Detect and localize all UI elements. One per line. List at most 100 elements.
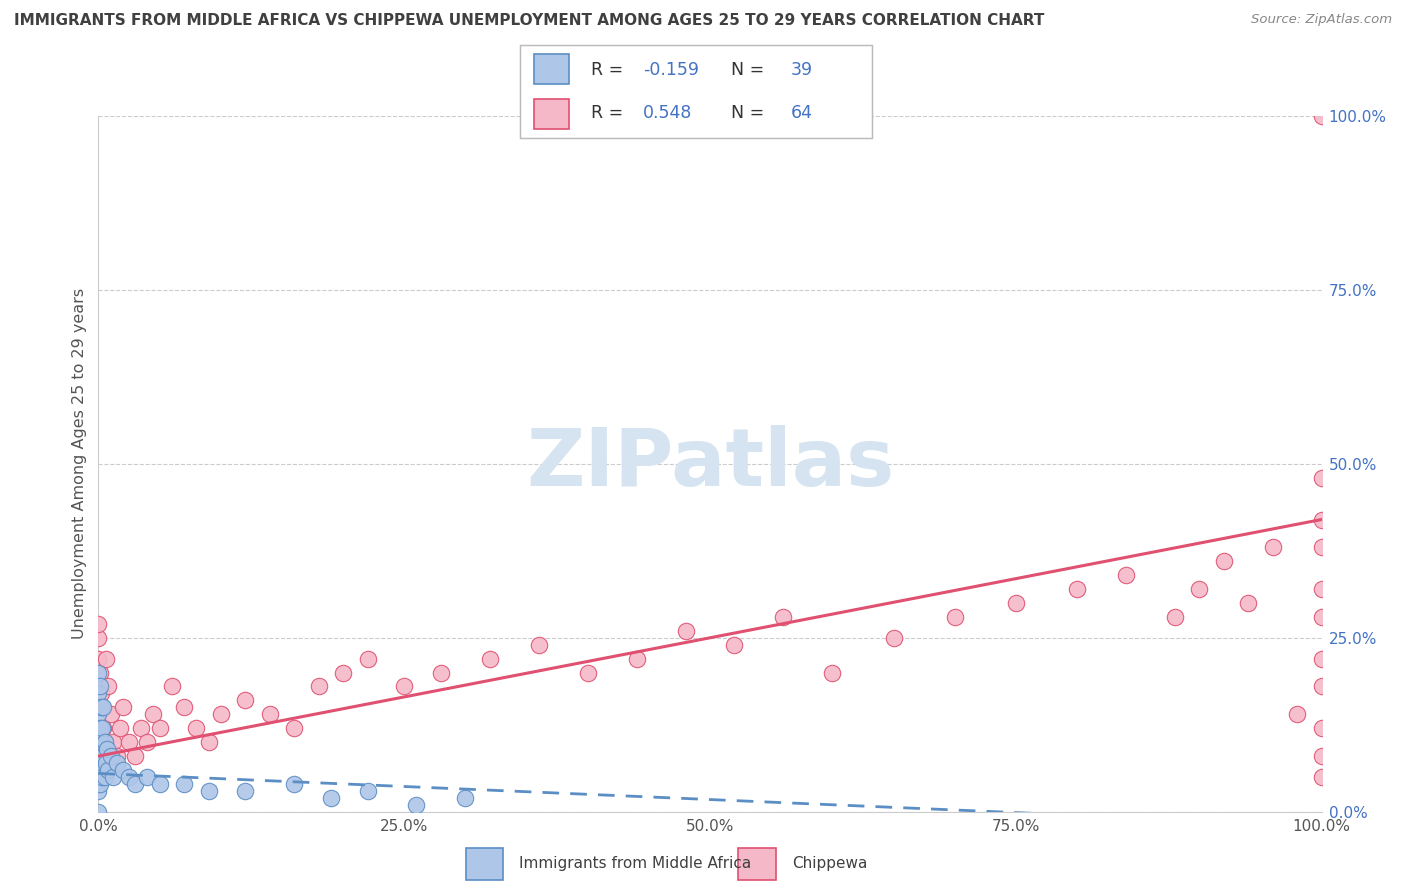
Point (1310, 471, 1333, 485)
Point (149, 721, 172, 735)
Point (111, 700, 134, 714)
Point (111, 763, 134, 777)
Point (87, 805, 110, 819)
Point (943, 610, 966, 624)
Point (87, 763, 110, 777)
Point (105, 749, 128, 764)
Point (209, 707, 232, 722)
Point (1188, 582, 1211, 596)
Point (93, 735, 115, 749)
Point (89, 680, 111, 694)
Point (1310, 651, 1333, 665)
Point (308, 680, 330, 694)
Point (124, 777, 146, 791)
Text: -0.159: -0.159 (644, 61, 699, 78)
Point (883, 631, 905, 645)
Point (136, 770, 159, 784)
Point (1310, 582, 1333, 596)
Text: Immigrants from Middle Africa: Immigrants from Middle Africa (519, 855, 752, 871)
Text: 0.548: 0.548 (644, 104, 693, 122)
Point (87, 707, 110, 722)
Point (197, 784, 219, 798)
Text: Chippewa: Chippewa (792, 855, 868, 871)
Point (356, 784, 378, 798)
Point (160, 680, 183, 694)
Point (97, 680, 120, 694)
FancyBboxPatch shape (738, 848, 776, 880)
Point (197, 735, 219, 749)
Point (430, 665, 453, 680)
Point (87, 749, 110, 764)
Point (91, 700, 114, 714)
Point (124, 749, 146, 764)
Point (87, 651, 110, 665)
Point (94, 756, 117, 770)
Point (1212, 554, 1234, 568)
Point (90, 686, 112, 700)
Point (89, 777, 111, 791)
Text: 39: 39 (790, 61, 813, 78)
Point (186, 721, 208, 735)
FancyBboxPatch shape (534, 54, 569, 84)
Point (675, 624, 697, 638)
Point (576, 665, 599, 680)
Point (259, 707, 281, 722)
Point (89, 721, 111, 735)
Text: R =: R = (591, 104, 628, 122)
Point (1310, 749, 1333, 764)
Point (1310, 680, 1333, 694)
Point (91, 749, 114, 764)
Point (91, 721, 114, 735)
Point (87, 735, 110, 749)
Point (1286, 707, 1309, 722)
Y-axis label: Unemployment Among Ages 25 to 29 years: Unemployment Among Ages 25 to 29 years (72, 288, 87, 640)
Point (332, 665, 354, 680)
Point (97, 763, 120, 777)
Point (101, 770, 124, 784)
Point (87, 784, 110, 798)
Point (100, 749, 122, 764)
Point (173, 700, 195, 714)
Point (1310, 512, 1333, 526)
Point (1310, 770, 1333, 784)
Point (233, 693, 256, 707)
Point (89, 665, 111, 680)
Point (93, 770, 115, 784)
Point (87, 686, 110, 700)
Point (118, 770, 141, 784)
Point (91, 721, 114, 735)
Point (149, 777, 172, 791)
Point (1004, 596, 1026, 610)
Point (96, 742, 118, 756)
Point (142, 707, 165, 722)
Point (129, 721, 152, 735)
Point (1164, 610, 1187, 624)
Point (356, 651, 378, 665)
Point (1261, 541, 1284, 555)
Point (233, 784, 256, 798)
Point (821, 665, 844, 680)
Text: ZIPatlas: ZIPatlas (526, 425, 894, 503)
Point (772, 610, 794, 624)
Point (90, 763, 112, 777)
Point (1310, 541, 1333, 555)
Point (1115, 568, 1137, 582)
Text: Source: ZipAtlas.com: Source: ZipAtlas.com (1251, 13, 1392, 27)
Point (91, 700, 114, 714)
Point (1066, 582, 1088, 596)
Point (626, 651, 648, 665)
Point (136, 735, 159, 749)
Point (283, 721, 305, 735)
Point (1237, 596, 1260, 610)
Point (405, 797, 427, 812)
FancyBboxPatch shape (534, 99, 569, 129)
Text: IMMIGRANTS FROM MIDDLE AFRICA VS CHIPPEWA UNEMPLOYMENT AMONG AGES 25 TO 29 YEARS: IMMIGRANTS FROM MIDDLE AFRICA VS CHIPPEW… (14, 13, 1045, 29)
Point (90, 700, 112, 714)
Point (100, 707, 122, 722)
Point (93, 735, 115, 749)
Point (723, 638, 745, 652)
Point (1310, 610, 1333, 624)
Point (91, 770, 114, 784)
Point (527, 638, 550, 652)
Text: 64: 64 (790, 104, 813, 122)
